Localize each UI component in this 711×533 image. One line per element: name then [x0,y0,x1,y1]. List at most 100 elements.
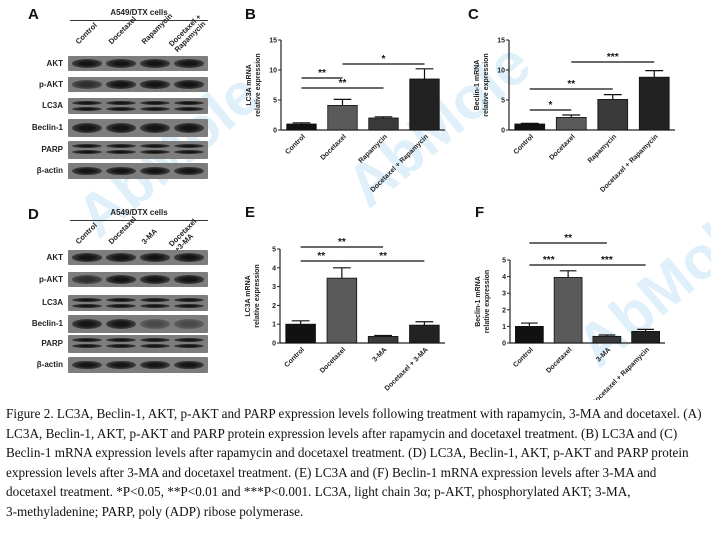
bar [553,277,583,344]
band [72,166,102,176]
blot-strip [68,295,208,311]
category-label: Control [283,346,306,369]
band [140,253,170,262]
band [106,150,136,154]
y-tick-label: 4 [502,274,506,281]
bar [515,325,544,344]
band [140,80,170,89]
category-label: Docetaxel [548,133,576,161]
header-line [70,20,208,21]
band [174,101,204,105]
row-label: PARP [41,339,63,348]
bar [638,76,670,131]
y-tick-label: 0 [501,128,505,135]
y-tick-label: 5 [501,98,505,105]
blot-strip [68,250,208,265]
chart-e: 0 1 2 3 4 5 LC3A mRNA relative expression Contro… [245,237,445,393]
band [106,275,136,284]
significance-label: * [382,54,386,65]
band [72,150,102,154]
bar [555,117,587,131]
band [72,298,102,302]
blot-strip [68,56,208,71]
band [140,59,170,68]
category-label: Control [284,133,307,156]
y-axis-label: LC3A mRNA [245,275,252,316]
band [140,319,170,329]
band [174,107,204,111]
band [174,304,204,308]
panel-letter: A [28,6,39,23]
row-label: Beclin-1 [31,123,63,132]
y-tick-label: 15 [497,38,505,45]
bar [286,123,317,131]
y-tick-label: 3 [502,291,506,298]
band [140,107,170,111]
band [106,304,136,308]
panel-letter: E [245,204,256,221]
band [72,360,102,370]
band [140,298,170,302]
bar [592,335,622,344]
row-label: β-actin [36,166,63,175]
band [106,298,136,302]
bar [409,78,440,131]
band [72,319,102,329]
y-tick-label: 0 [273,128,277,135]
band [106,338,136,342]
blot-strip [68,77,208,92]
blot-strip [68,98,208,114]
y-tick-label: 0 [272,341,276,348]
band [106,360,136,370]
header-line [70,220,208,221]
panel-letter: C [468,6,479,23]
row-label: PARP [41,145,63,154]
band [174,338,204,342]
blot-strip [68,357,208,373]
significance-label: * [549,100,553,111]
figure-caption: Figure 2. LC3A, Beclin-1, AKT, p‑AKT and… [6,406,702,519]
blot-strip [68,272,208,287]
band [174,344,204,348]
band [140,150,170,154]
y-axis-label: Beclin-1 mRNA [474,60,481,111]
row-label: LC3A [42,298,63,307]
band [72,107,102,111]
band [106,253,136,262]
category-label: Rapamycin [587,133,618,164]
band [72,101,102,105]
row-label: AKT [46,252,63,262]
y-tick-label: 3 [272,284,276,291]
bar [597,99,629,131]
band [174,150,204,154]
band [106,166,136,176]
bar [631,330,660,344]
significance-label: ** [567,79,575,90]
band [140,304,170,308]
band [174,253,204,262]
bar [327,105,358,131]
band [106,59,136,68]
panel-letter: B [245,6,256,23]
significance-label: *** [601,255,613,266]
category-label: Docetaxel + 3-MA [384,346,430,392]
chart-c: 0 5 10 15 Beclin-1 mRNA relative expression Co… [474,38,675,194]
band [140,101,170,105]
row-label: β-actin [36,360,63,369]
band [106,123,136,133]
category-label: Control [512,346,535,369]
row-label: LC3A [42,101,63,110]
y-tick-label: 0 [502,341,506,348]
category-label: Docetaxel [320,133,348,161]
y-axis-label: relative expression [483,53,490,116]
band [174,360,204,370]
significance-label: ** [379,251,387,262]
bar [514,123,546,131]
y-tick-label: 1 [272,322,276,329]
row-label: p-AKT [39,274,63,284]
blot-strip [68,141,208,159]
band [174,166,204,176]
band [72,59,102,68]
